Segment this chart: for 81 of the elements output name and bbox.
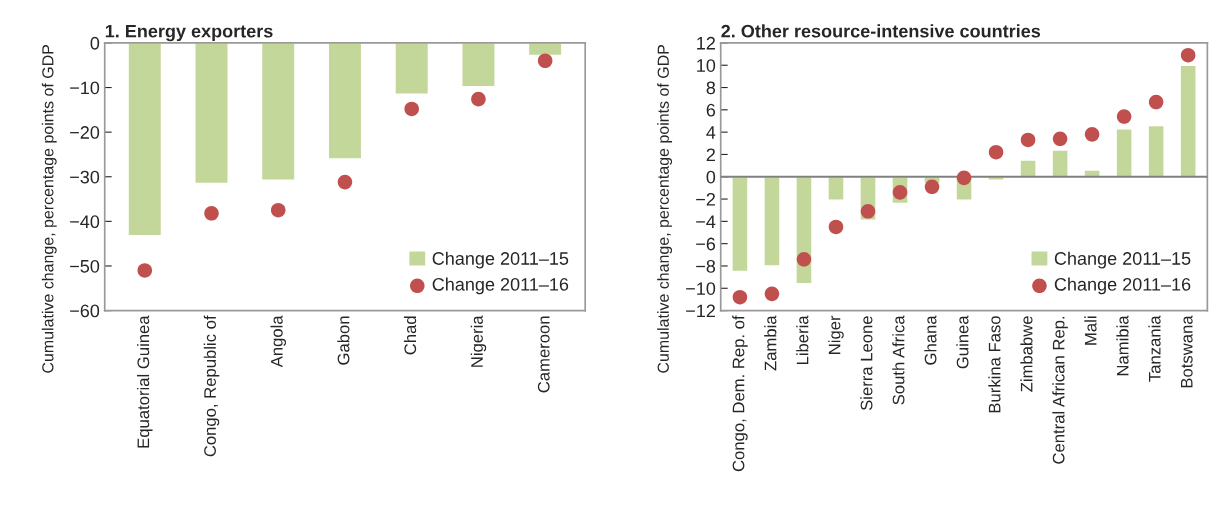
- bar: [1179, 64, 1197, 178]
- bar: [1115, 128, 1133, 178]
- y-tick-label: −12: [686, 304, 715, 318]
- x-tick-label: Cameroon: [537, 316, 550, 393]
- y-tick-label: −2: [696, 192, 715, 206]
- point: [956, 170, 972, 186]
- x-tick-label: Sierra Leone: [860, 316, 873, 411]
- y-tick-label: 4: [706, 126, 716, 139]
- point: [137, 263, 153, 278]
- y-tick-label: 12: [697, 36, 715, 50]
- x-tick-label: Congo, Republic of: [203, 315, 220, 457]
- point: [892, 185, 908, 200]
- x-tick-label: Zambia: [764, 315, 777, 371]
- y-tick-label: −30: [70, 170, 100, 184]
- x-tick-label: Ghana: [924, 315, 937, 365]
- x-tick-label: Tanzania: [1148, 315, 1161, 382]
- point: [1084, 127, 1100, 142]
- point: [1148, 94, 1164, 110]
- y-axis-title: Cumulative change, percentage points of GDP: [657, 45, 673, 373]
- y-tick-label: 6: [706, 103, 716, 117]
- x-tick-label: Guinea: [956, 315, 969, 369]
- y-tick-label: −8: [696, 259, 716, 273]
- point: [204, 206, 219, 221]
- y-tick-label: −40: [70, 215, 100, 229]
- legend-label: Change 2011–16: [432, 277, 569, 295]
- x-tick-label: Gabon: [337, 316, 350, 365]
- y-tick-label: −6: [696, 237, 716, 251]
- chart-title: 2. Other resource-intensive countries: [721, 24, 1041, 38]
- point: [796, 251, 812, 267]
- point: [537, 53, 553, 69]
- legend-label: Change 2011–15: [1054, 251, 1191, 269]
- x-tick-label: Namibia: [1116, 315, 1129, 376]
- y-tick-label: 8: [706, 81, 716, 95]
- x-tick-label: Angola: [270, 315, 286, 368]
- y-tick-label: 2: [706, 148, 715, 161]
- point: [1116, 109, 1132, 124]
- bar: [731, 176, 749, 273]
- x-tick-label: Liberia: [796, 315, 809, 365]
- chart-title: 1. Energy exporters: [105, 24, 273, 42]
- bar: [1051, 149, 1069, 178]
- y-tick-label: 0: [90, 36, 100, 50]
- bar: [795, 176, 813, 285]
- point: [404, 101, 419, 117]
- point: [471, 91, 486, 107]
- y-tick-label: −60: [70, 304, 100, 318]
- x-tick-label: Mali: [1084, 316, 1097, 345]
- y-tick-label: −4: [696, 215, 716, 228]
- y-tick-label: −10: [686, 282, 716, 295]
- y-tick-label: −10: [70, 81, 100, 95]
- point: [270, 202, 286, 218]
- bar: [1147, 124, 1165, 178]
- point: [337, 174, 353, 190]
- point: [1020, 132, 1036, 148]
- point: [732, 289, 748, 305]
- point: [860, 204, 876, 219]
- point: [764, 286, 780, 302]
- legend-label: Change 2011–16: [1054, 277, 1191, 295]
- legend-label: Change 2011–15: [432, 251, 569, 269]
- y-tick-label: 0: [706, 170, 716, 184]
- x-tick-label: Equatorial Guinea: [136, 315, 153, 448]
- x-tick-label: South Africa: [892, 315, 905, 405]
- x-tick-label: Burkina Faso: [988, 316, 1001, 413]
- x-tick-label: Botswana: [1180, 315, 1193, 388]
- bar: [827, 176, 845, 201]
- x-tick-label: Niger: [828, 315, 844, 354]
- x-tick-label: Zimbabwe: [1020, 316, 1033, 392]
- point: [1180, 47, 1196, 63]
- x-tick-label: Congo, Dem. Rep. of: [732, 315, 748, 472]
- x-tick-label: Central African Rep.: [1052, 316, 1068, 464]
- x-tick-label: Chad: [403, 316, 417, 355]
- y-axis-title: Cumulative change, percentage points of GDP: [41, 45, 57, 373]
- point: [924, 179, 940, 195]
- y-tick-label: −50: [70, 259, 100, 273]
- x-tick-label: Nigeria: [470, 315, 487, 367]
- y-tick-label: 10: [697, 59, 716, 72]
- bar: [763, 176, 781, 267]
- point: [1052, 131, 1068, 147]
- y-tick-label: −20: [70, 126, 100, 139]
- bar: [1019, 159, 1037, 178]
- point: [988, 144, 1004, 160]
- point: [828, 219, 844, 235]
